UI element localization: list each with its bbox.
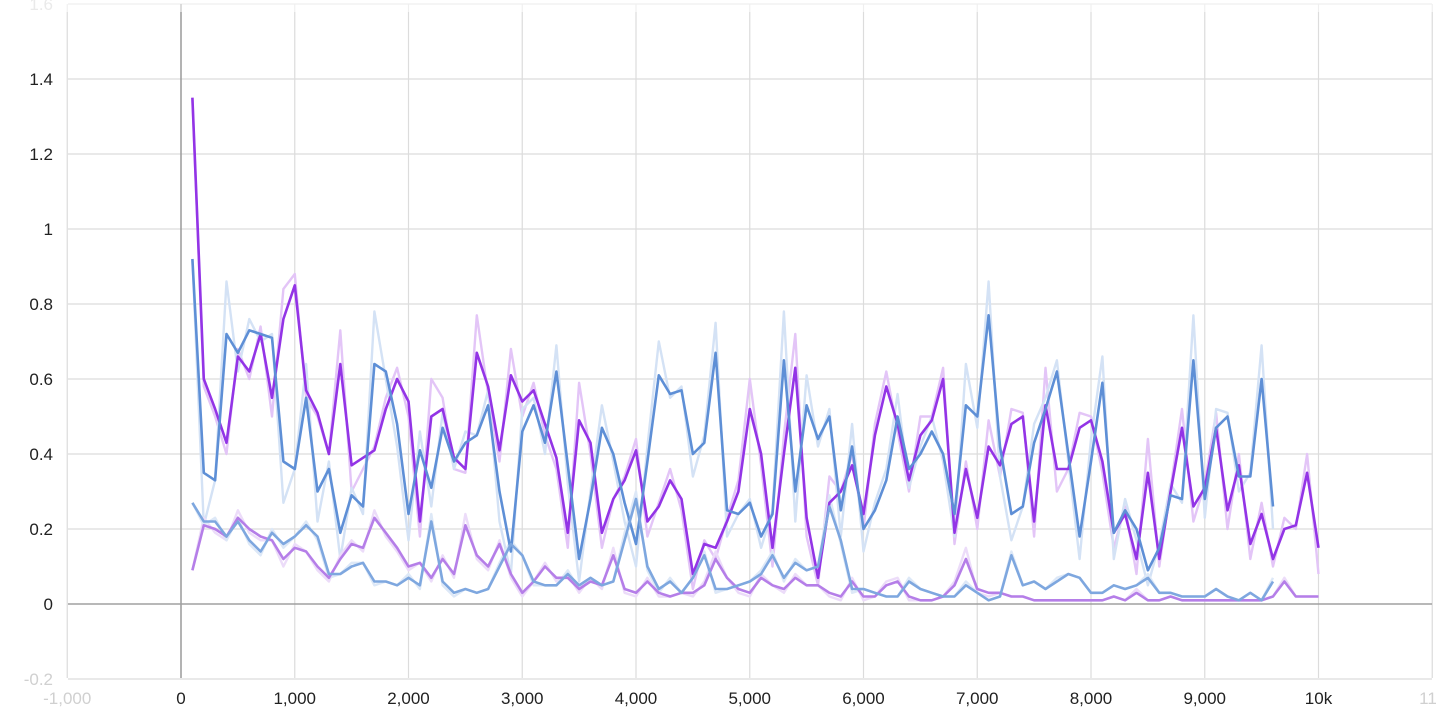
y-tick-label: 0.8 [29,295,53,314]
x-tick-labels: -1,000 0 1,000 2,000 3,000 4,000 5,000 6,000 7,0… [43,689,1436,708]
x-tick-label: 7,000 [956,689,999,708]
series-1-raw-line [191,97,1320,591]
y-tick-label: 1 [44,220,53,239]
y-tick-labels: -0.200.20.40.60.811.21.41.6 [0,0,1436,689]
x-tick-label: 10k [1305,689,1333,708]
y-tick-label: 1.4 [29,70,53,89]
x-tick-label: 6,000 [842,689,885,708]
x-tick-label: 1,000 [273,689,316,708]
x-tick-label: 4,000 [615,689,658,708]
y-tick-label: 0.6 [29,370,53,389]
x-tick-label: 11k [1419,689,1436,708]
x-tick-label: 0 [176,689,185,708]
y-tick-label: 0 [44,595,53,614]
series-4-smoothed-line [191,497,1275,602]
series-2-smoothed-line [191,258,1275,572]
y-tick-label: 0.4 [29,445,53,464]
top-fade-mask [0,0,1436,12]
x-gridlines [66,4,1433,678]
y-tick-label: 1.2 [29,145,53,164]
y-tick-label: -0.2 [24,670,53,689]
x-tick-label: -1,000 [43,689,91,708]
y-tick-label: 0.2 [29,520,53,539]
series-3-smoothed-line [191,516,1319,602]
series-1-smoothed-line [191,97,1320,580]
x-tick-label: 2,000 [387,689,430,708]
series-layer [191,97,1320,602]
x-tick-label: 8,000 [1070,689,1113,708]
x-tick-label: 3,000 [501,689,544,708]
axes [68,4,1432,678]
x-tick-label: 5,000 [728,689,771,708]
x-tick-label: 9,000 [1183,689,1226,708]
